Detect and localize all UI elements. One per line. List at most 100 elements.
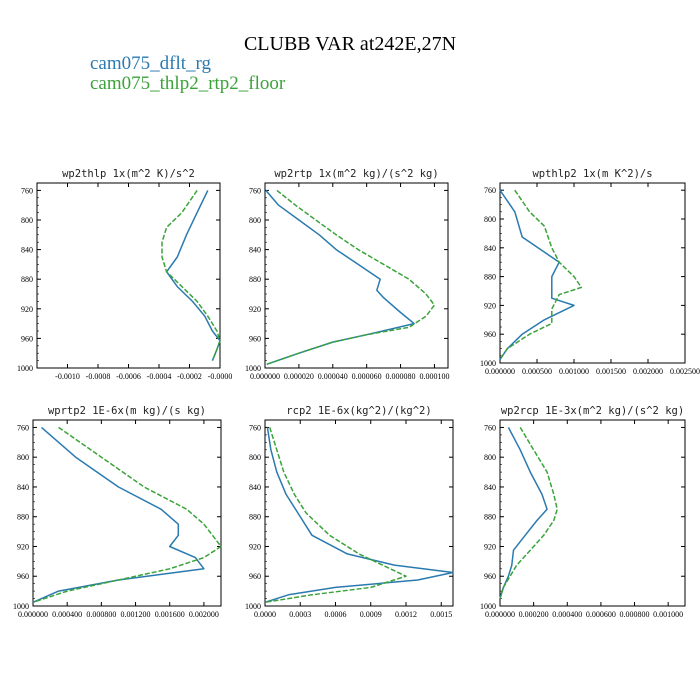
series-line-floor — [32, 426, 222, 604]
panel-6: wp2rcp 1E-3x(m^2 kg)/(s^2 kg) 760 800 840 88… — [480, 405, 686, 619]
legend-entry-floor: cam075_thlp2_rtp2_floor — [90, 73, 286, 94]
y-tick-label: 880 — [484, 513, 496, 522]
x-tick-label: 0.0003 — [289, 610, 311, 619]
legend-entry-dflt: cam075_dflt_rg — [90, 53, 212, 74]
x-tick-label: 0.0006 — [325, 610, 347, 619]
series-line-floor — [266, 189, 436, 366]
x-tick-label: 0.000600 — [586, 610, 616, 619]
y-tick-label: 880 — [484, 273, 496, 282]
series-line-dflt — [499, 427, 548, 599]
y-tick-label: 880 — [249, 513, 261, 522]
panel-2: wp2rtp 1x(m^2 kg)/(s^2 kg) 760 800 840 880 92… — [245, 168, 449, 381]
x-tick-label: 0.0012 — [395, 610, 417, 619]
y-tick-label: 840 — [484, 483, 496, 492]
x-tick-label: -0.0004 — [147, 372, 172, 381]
x-tick-label: 0.000000 — [485, 367, 515, 376]
y-tick-label: 840 — [21, 246, 33, 255]
x-tick-label: 0.000040 — [318, 372, 348, 381]
panel-title: wpthlp2 1x(m K^2)/s — [532, 168, 652, 180]
y-tick-label: 840 — [484, 244, 496, 253]
y-tick-label: 880 — [21, 275, 33, 284]
y-tick-label: 920 — [249, 305, 261, 314]
y-tick-label: 760 — [484, 423, 496, 432]
x-tick-label: 0.000000 — [250, 372, 280, 381]
x-tick-label: -0.0006 — [116, 372, 141, 381]
panel-title: wprtp2 1E-6x(m kg)/(s kg) — [48, 405, 206, 417]
x-tick-label: 0.000000 — [18, 610, 48, 619]
y-tick-label: 1000 — [245, 602, 261, 611]
panel-3: wpthlp2 1x(m K^2)/s 760 800 840 880 920 960 100… — [480, 168, 700, 376]
plot-frame — [499, 182, 686, 364]
series-line-dflt — [32, 426, 205, 603]
plot-frame — [264, 182, 449, 369]
y-tick-label: 920 — [484, 301, 496, 310]
y-tick-label: 800 — [484, 453, 496, 462]
y-tick-label: 760 — [249, 423, 261, 432]
x-tick-label: 0.000020 — [284, 372, 314, 381]
y-tick-label: 1000 — [17, 364, 33, 373]
plot-frame — [264, 419, 454, 607]
series-line-floor — [499, 427, 558, 599]
y-tick-label: 840 — [249, 246, 261, 255]
y-tick-label: 800 — [17, 453, 29, 462]
plot-frame — [499, 419, 686, 607]
y-tick-label: 960 — [484, 572, 496, 581]
y-tick-label: 800 — [21, 216, 33, 225]
y-tick-label: 760 — [21, 186, 33, 195]
y-tick-label: 880 — [17, 513, 29, 522]
x-tick-label: -0.0002 — [177, 372, 202, 381]
legend: cam075_dflt_rg cam075_thlp2_rtp2_floor — [90, 53, 286, 94]
x-tick-label: 0.000100 — [419, 372, 449, 381]
x-tick-label: 0.001000 — [559, 367, 589, 376]
series-line-floor — [499, 189, 583, 360]
y-tick-label: 760 — [17, 423, 29, 432]
y-tick-label: 760 — [249, 186, 261, 195]
panel-title: wp2rcp 1E-3x(m^2 kg)/(s^2 kg) — [501, 405, 684, 417]
x-tick-label: 0.0015 — [430, 610, 452, 619]
figure-title: CLUBB VAR at242E,27N — [244, 33, 456, 55]
y-tick-label: 880 — [249, 275, 261, 284]
series-line-floor — [161, 189, 221, 361]
x-tick-label: 0.0000 — [254, 610, 276, 619]
x-tick-label: 0.000200 — [519, 610, 549, 619]
y-tick-label: 960 — [21, 334, 33, 343]
y-tick-label: 840 — [249, 483, 261, 492]
x-tick-label: 0.000080 — [386, 372, 416, 381]
x-tick-label: 0.002000 — [633, 367, 663, 376]
series-line-dflt — [165, 190, 221, 361]
y-tick-label: 920 — [249, 542, 261, 551]
series-line-dflt — [499, 189, 575, 360]
series-line-floor — [264, 427, 407, 604]
x-tick-label: 0.002000 — [189, 610, 219, 619]
x-tick-label: 0.000400 — [52, 610, 82, 619]
y-tick-label: 1000 — [13, 602, 29, 611]
series-line-dflt — [264, 427, 454, 604]
panel-title: rcp2 1E-6x(kg^2)/(kg^2) — [286, 405, 431, 417]
y-tick-label: 1000 — [480, 602, 496, 611]
x-tick-label: 0.000800 — [86, 610, 116, 619]
y-tick-label: 960 — [249, 572, 261, 581]
y-tick-label: 800 — [249, 453, 261, 462]
x-tick-label: -0.0000 — [208, 372, 233, 381]
plot-frame — [32, 419, 222, 607]
x-tick-label: 0.000060 — [352, 372, 382, 381]
y-tick-label: 960 — [484, 330, 496, 339]
series-line-dflt — [265, 189, 415, 366]
panel-1: wp2thlp 1x(m^2 K)/s^2 760 800 840 880 920 960 1… — [17, 168, 232, 381]
x-tick-label: 0.0009 — [360, 610, 382, 619]
x-tick-label: 0.001200 — [121, 610, 151, 619]
x-tick-label: 0.000500 — [522, 367, 552, 376]
plot-frame — [36, 182, 221, 369]
y-tick-label: 920 — [21, 305, 33, 314]
x-tick-label: 0.001600 — [155, 610, 185, 619]
y-tick-label: 800 — [249, 216, 261, 225]
x-tick-label: 0.001500 — [596, 367, 626, 376]
y-tick-label: 920 — [484, 542, 496, 551]
panel-title: wp2rtp 1x(m^2 kg)/(s^2 kg) — [274, 168, 438, 180]
y-tick-label: 960 — [249, 334, 261, 343]
y-tick-label: 920 — [17, 542, 29, 551]
x-tick-label: 0.000800 — [620, 610, 650, 619]
y-tick-label: 800 — [484, 215, 496, 224]
x-tick-label: 0.000000 — [485, 610, 515, 619]
